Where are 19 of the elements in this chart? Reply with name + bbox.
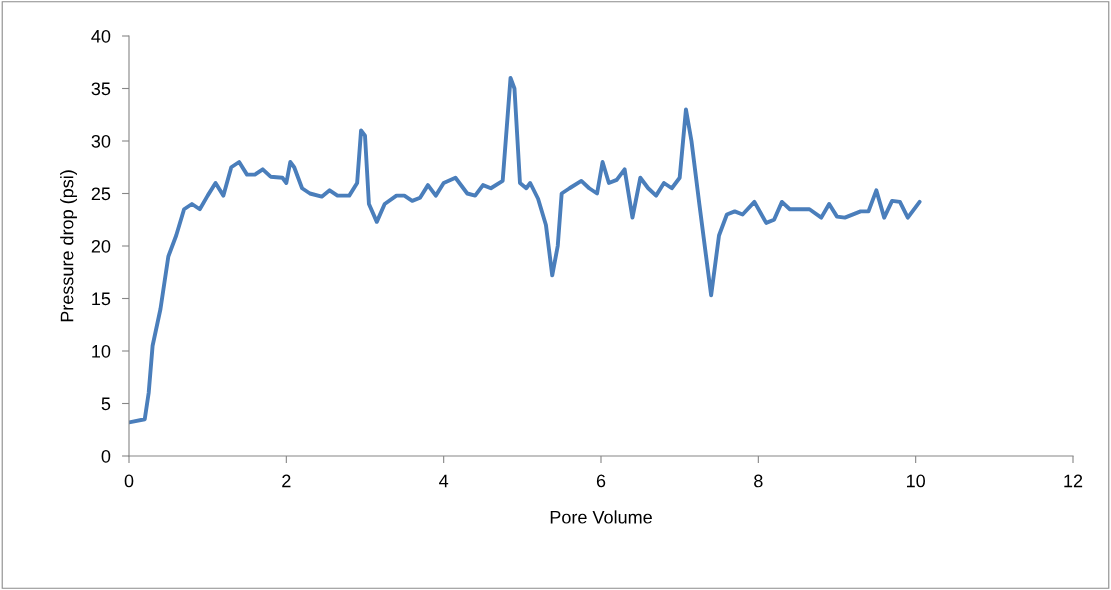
y-tick-label: 35: [91, 82, 111, 96]
x-tick-label: 2: [282, 474, 291, 488]
x-tick-label: 0: [124, 474, 134, 488]
y-axis-title: Pressure drop (psi): [60, 170, 77, 322]
y-tick-label: 15: [92, 292, 111, 306]
x-tick-label: 4: [439, 474, 449, 488]
y-tick-label: 40: [91, 29, 111, 43]
y-tick-label: 20: [91, 239, 111, 253]
x-tick-label: 6: [596, 474, 606, 488]
y-tick-label: 10: [92, 344, 111, 358]
y-tick-label: 30: [91, 134, 111, 148]
x-tick-label: 10: [907, 474, 925, 488]
y-tick-label: 5: [101, 397, 111, 411]
y-tick-label: 0: [101, 449, 111, 463]
y-tick-label: 25: [91, 187, 111, 201]
x-axis-title: Pore Volume: [550, 510, 652, 524]
line-series: [129, 76, 922, 425]
x-tick-label: 12: [1064, 474, 1083, 488]
x-tick-label: 8: [754, 474, 763, 488]
